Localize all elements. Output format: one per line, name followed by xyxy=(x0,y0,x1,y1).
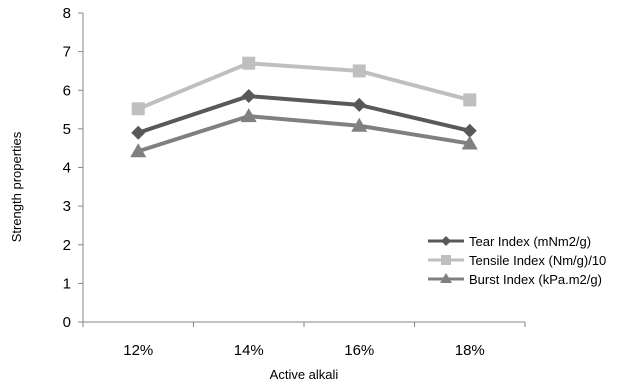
x-axis-title: Active alkali xyxy=(270,367,339,382)
x-tick-label: 18% xyxy=(455,342,485,359)
y-tick-label: 5 xyxy=(63,121,71,138)
y-axis-title: Strength properties xyxy=(9,131,24,242)
legend-item: Tensile Index (Nm/g)/10 xyxy=(428,253,606,268)
data-point-triangle xyxy=(461,135,478,150)
x-tick-label: 14% xyxy=(234,342,264,359)
y-tick-label: 8 xyxy=(63,5,71,22)
x-tick-label: 12% xyxy=(123,342,153,359)
legend-item: Tear Index (mNm2/g) xyxy=(428,234,591,249)
y-tick-label: 7 xyxy=(63,44,71,61)
series-line xyxy=(137,61,471,111)
data-point-triangle xyxy=(240,108,257,123)
data-point-square xyxy=(463,93,477,107)
legend-label: Burst Index (kPa.m2/g) xyxy=(469,272,602,287)
x-tick-labels: 12% 14% 16% 18% xyxy=(123,342,485,359)
series-line xyxy=(137,94,471,135)
data-point-triangle xyxy=(351,117,368,132)
legend-marker xyxy=(440,273,452,283)
data-point-square xyxy=(131,102,145,116)
x-tick-label: 16% xyxy=(344,342,374,359)
axes xyxy=(78,12,526,327)
y-tick-labels: 0 1 2 3 4 5 6 7 8 xyxy=(63,5,71,331)
y-tick-label: 4 xyxy=(63,160,71,177)
y-tick-label: 1 xyxy=(63,275,71,292)
series-layer xyxy=(130,56,478,158)
series-3 xyxy=(130,108,478,158)
y-tick-label: 3 xyxy=(63,198,71,215)
legend-item: Burst Index (kPa.m2/g) xyxy=(428,272,602,287)
legend-marker xyxy=(441,236,451,246)
data-point-diamond xyxy=(131,125,146,140)
series-line xyxy=(137,114,471,154)
data-point-square xyxy=(242,56,256,70)
data-point-diamond xyxy=(462,123,477,138)
legend-marker xyxy=(441,255,451,265)
legend-label: Tensile Index (Nm/g)/10 xyxy=(469,253,606,268)
legend: Tear Index (mNm2/g) Tensile Index (Nm/g)/… xyxy=(428,234,606,287)
data-point-triangle xyxy=(130,143,147,158)
y-tick-label: 0 xyxy=(63,314,71,331)
data-point-square xyxy=(352,64,366,78)
legend-label: Tear Index (mNm2/g) xyxy=(469,234,591,249)
y-tick-label: 6 xyxy=(63,82,71,99)
data-point-diamond xyxy=(352,97,367,112)
y-tick-label: 2 xyxy=(63,237,71,254)
series-1 xyxy=(131,89,477,140)
data-point-diamond xyxy=(241,89,256,104)
series-2 xyxy=(131,56,477,116)
